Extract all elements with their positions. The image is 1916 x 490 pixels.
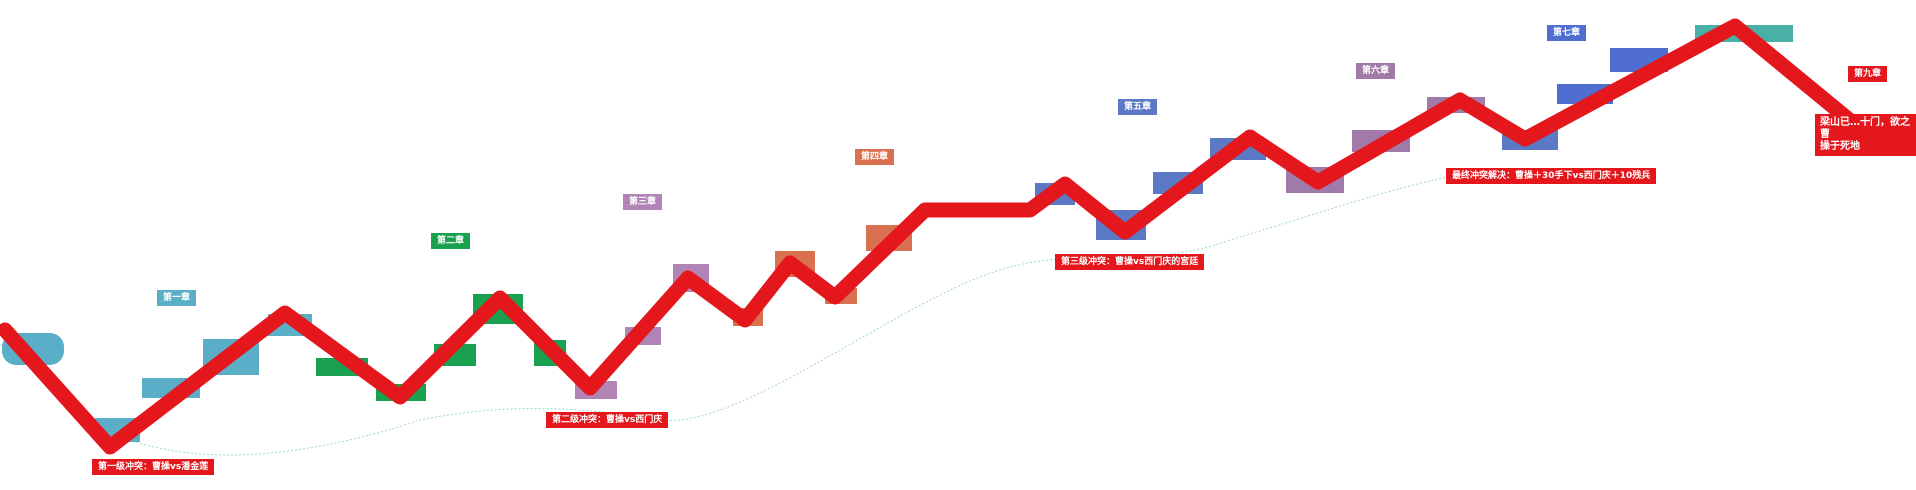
chapter-label-6: 第六章 [1356,63,1396,79]
ending-note: 梁山已…十门，欲之曹 操于死地 [1815,114,1916,156]
ending-note-line2: 操于死地 [1820,141,1860,152]
chapter-label-1: 第一章 [157,290,197,306]
chapter-label-7: 第七章 [1547,25,1587,41]
chapter-label-5: 第五章 [1118,99,1158,115]
chapter-label-3: 第三章 [623,194,663,210]
ending-note-line1: 梁山已…十门，欲之曹 [1820,117,1910,140]
conflict-label-1: 第一级冲突：曹操vs潘金莲 [92,459,215,475]
plot-progress-line [0,18,1878,455]
conflict-label-2: 第二级冲突：曹操vs西门庆 [546,412,669,428]
conflict-label-3: 第三级冲突：曹操vs西门庆的宫廷 [1055,254,1205,270]
conflict-label-final: 最终冲突解决：曹操＋30手下vs西门庆＋10残兵 [1446,168,1657,184]
tension-curve [59,174,1461,456]
chapter-label-4: 第四章 [855,149,895,165]
chapter-label-9: 第九章 [1848,66,1888,82]
chapter-label-2: 第二章 [431,233,471,249]
